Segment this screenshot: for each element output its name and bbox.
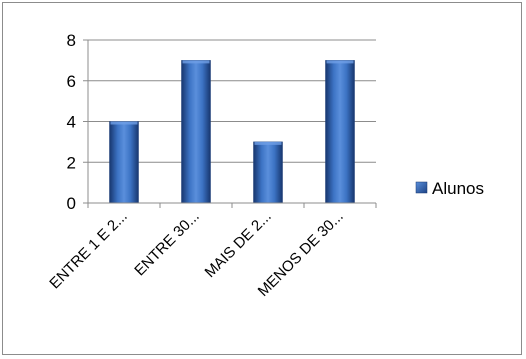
legend-label-alunos: Alunos <box>432 179 484 198</box>
bar-1 <box>109 121 139 204</box>
axes <box>83 39 377 208</box>
y-tick-labels: 0 2 4 6 8 <box>67 31 76 213</box>
bar-2 <box>181 60 211 204</box>
y-tick-label: 6 <box>67 72 76 91</box>
x-tick-label: ENTRE 30... <box>131 208 203 280</box>
y-tick-label: 8 <box>67 31 76 50</box>
bar-cap-2 <box>182 60 210 64</box>
x-tick-labels: ENTRE 1 E 2... ENTRE 30...MAIS DE 2...MEN… <box>46 208 347 300</box>
bar-cap-1 <box>110 121 138 125</box>
legend-swatch-alunos <box>415 181 428 194</box>
bar-cap-4 <box>326 60 354 64</box>
bar-3 <box>253 141 283 204</box>
legend: Alunos <box>415 179 484 198</box>
x-tick-label: ENTRE 1 E 2... <box>46 208 131 293</box>
bar-4 <box>325 60 355 204</box>
y-tick-label: 2 <box>67 153 76 172</box>
bars <box>109 60 355 204</box>
x-tick-label: MAIS DE 2... <box>201 208 274 281</box>
y-tick-label: 0 <box>67 194 76 213</box>
bar-cap-3 <box>254 141 282 145</box>
y-tick-label: 4 <box>67 113 76 132</box>
